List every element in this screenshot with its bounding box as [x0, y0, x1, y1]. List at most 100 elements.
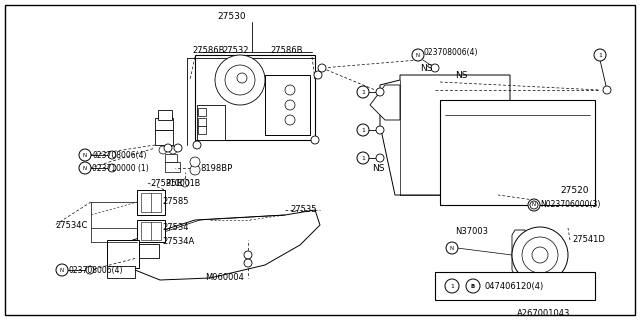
Circle shape [215, 55, 265, 105]
Circle shape [190, 157, 200, 167]
Bar [265, 75, 310, 135]
Circle shape [181, 179, 189, 187]
Circle shape [190, 165, 200, 175]
Text: N: N [83, 165, 87, 171]
Bar [198, 108, 206, 116]
Circle shape [522, 237, 558, 273]
Circle shape [466, 279, 480, 293]
Text: 27585: 27585 [162, 197, 189, 206]
Bar [195, 55, 315, 140]
Circle shape [237, 73, 247, 83]
Text: 1: 1 [361, 90, 365, 94]
Text: 27586B: 27586B [192, 45, 225, 54]
Circle shape [164, 144, 172, 152]
Text: 047406120(4): 047406120(4) [484, 282, 543, 291]
Bar [141, 193, 161, 212]
Circle shape [285, 85, 295, 95]
Text: 27530: 27530 [218, 12, 246, 20]
Text: 27534A: 27534A [162, 237, 195, 246]
Text: 27520: 27520 [560, 186, 589, 195]
Text: 27541D: 27541D [572, 236, 605, 244]
Text: N: N [60, 268, 64, 273]
Bar [141, 222, 161, 240]
Circle shape [357, 86, 369, 98]
Text: 27586B: 27586B [270, 45, 303, 54]
Text: 27534C: 27534C [55, 220, 88, 229]
Text: 1: 1 [361, 156, 365, 161]
Text: B: B [471, 284, 475, 289]
Bar [155, 130, 173, 145]
Circle shape [193, 141, 201, 149]
Text: 8198BP: 8198BP [200, 164, 232, 172]
Circle shape [528, 199, 540, 211]
Text: A267001043: A267001043 [516, 308, 570, 317]
Text: N: N [83, 153, 87, 157]
Polygon shape [512, 230, 530, 275]
Circle shape [376, 88, 384, 96]
Circle shape [318, 64, 326, 72]
Text: NS: NS [455, 70, 467, 79]
Polygon shape [108, 210, 320, 280]
Circle shape [446, 242, 458, 254]
Text: 1: 1 [450, 284, 454, 289]
Circle shape [445, 279, 459, 293]
Text: 1: 1 [598, 52, 602, 58]
Text: N023706000(3): N023706000(3) [540, 201, 600, 210]
Text: NS: NS [420, 63, 433, 73]
Bar [197, 105, 225, 140]
Polygon shape [380, 75, 510, 205]
Text: N: N [450, 245, 454, 251]
Bar [107, 266, 135, 278]
Circle shape [79, 162, 91, 174]
Text: 27532: 27532 [223, 45, 249, 54]
Text: 023708006(4): 023708006(4) [423, 47, 477, 57]
Circle shape [244, 259, 252, 267]
Circle shape [225, 65, 255, 95]
Bar [137, 244, 159, 258]
Text: 27534: 27534 [162, 223, 189, 233]
Circle shape [79, 149, 91, 161]
Circle shape [376, 126, 384, 134]
Text: M060004: M060004 [205, 274, 244, 283]
Bar [440, 100, 595, 205]
Polygon shape [370, 85, 400, 120]
Text: N37003: N37003 [455, 228, 488, 236]
Circle shape [532, 247, 548, 263]
Text: P10001B: P10001B [165, 179, 200, 188]
Circle shape [431, 64, 439, 72]
Circle shape [530, 201, 538, 209]
Text: N: N [532, 203, 536, 207]
Circle shape [314, 71, 322, 79]
Circle shape [376, 154, 384, 162]
Circle shape [357, 124, 369, 136]
Text: 27535: 27535 [290, 205, 317, 214]
Bar [107, 240, 139, 268]
Text: 023708006(4): 023708006(4) [92, 150, 147, 159]
Bar [137, 220, 165, 242]
Bar [158, 110, 172, 120]
Circle shape [108, 164, 116, 172]
Bar [137, 190, 165, 215]
Circle shape [285, 115, 295, 125]
Bar [198, 126, 206, 134]
Bar [198, 118, 206, 126]
Text: 023710000 (1): 023710000 (1) [92, 164, 148, 172]
Text: 27535E: 27535E [150, 179, 182, 188]
Bar [435, 272, 595, 300]
Text: NS: NS [372, 164, 385, 172]
Bar [165, 154, 177, 162]
Bar [155, 118, 173, 130]
Circle shape [159, 146, 167, 154]
Circle shape [594, 49, 606, 61]
Text: N: N [416, 52, 420, 58]
Text: 023708006(4): 023708006(4) [68, 266, 122, 275]
Text: 1: 1 [361, 127, 365, 132]
Circle shape [56, 264, 68, 276]
Circle shape [412, 49, 424, 61]
Circle shape [169, 146, 177, 154]
Circle shape [244, 251, 252, 259]
Circle shape [603, 86, 611, 94]
Circle shape [86, 266, 94, 274]
Circle shape [174, 144, 182, 152]
Circle shape [108, 151, 116, 159]
